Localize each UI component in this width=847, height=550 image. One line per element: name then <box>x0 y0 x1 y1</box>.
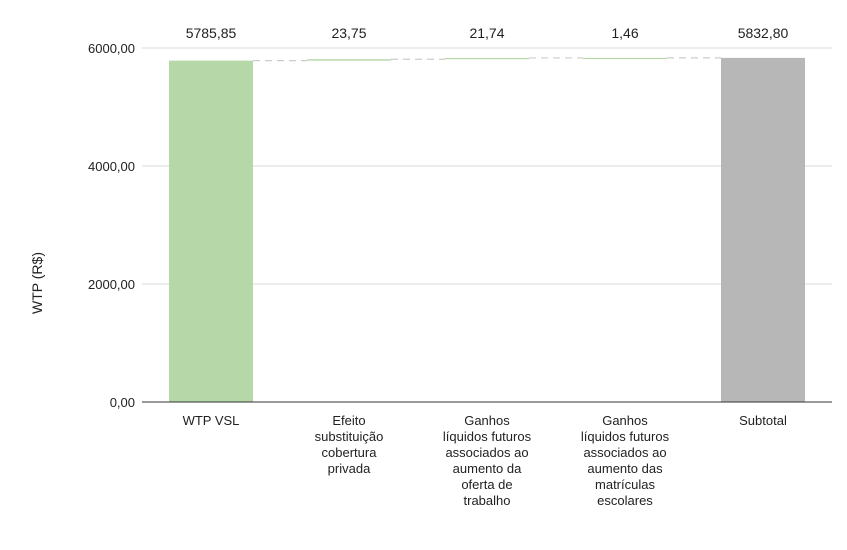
category-label: Subtotal <box>739 413 787 428</box>
category-label-line: WTP VSL <box>183 413 240 428</box>
label-layer: 5785,85 WTP VSL 23,75 Efeito substituição cob… <box>183 25 789 508</box>
y-tick-label: 4000,00 <box>88 159 135 174</box>
bar <box>445 57 529 60</box>
value-label: 5832,80 <box>738 25 789 41</box>
category-label-line: Subtotal <box>739 413 787 428</box>
value-label: 21,74 <box>469 25 504 41</box>
axis-layer: 0,00 2000,00 4000,00 6000,00 <box>88 41 832 410</box>
category-label-line: aumento da <box>453 461 522 476</box>
y-tick-label: 6000,00 <box>88 41 135 56</box>
y-axis-title: WTP (R$) <box>29 252 45 314</box>
category-label-line: líquidos futuros <box>443 429 532 444</box>
y-tick-label: 2000,00 <box>88 277 135 292</box>
category-label-line: associados ao <box>583 445 666 460</box>
category-label-line: aumento das <box>587 461 663 476</box>
bar <box>721 57 805 402</box>
category-label: WTP VSL <box>183 413 240 428</box>
bar <box>583 57 667 60</box>
category-label-line: associados ao <box>445 445 528 460</box>
value-label: 23,75 <box>331 25 366 41</box>
bar <box>169 60 253 402</box>
category-label-line: Efeito <box>332 413 365 428</box>
category-label: Ganhos líquidos futuros associados ao aumen… <box>581 413 670 508</box>
category-label-line: privada <box>328 461 371 476</box>
category-label-line: substituição <box>315 429 384 444</box>
category-label-line: líquidos futuros <box>581 429 670 444</box>
connector-layer <box>253 57 721 62</box>
category-label-line: Ganhos <box>602 413 648 428</box>
category-label-line: matrículas <box>595 477 655 492</box>
category-label-line: Ganhos <box>464 413 510 428</box>
value-label: 1,46 <box>611 25 638 41</box>
grid-layer <box>142 47 832 285</box>
value-label: 5785,85 <box>186 25 237 41</box>
category-label-line: escolares <box>597 493 653 508</box>
category-label-line: oferta de <box>461 477 512 492</box>
category-label-line: cobertura <box>322 445 378 460</box>
category-label: Ganhos líquidos futuros associados ao aumen… <box>443 413 532 508</box>
y-tick-label: 0,00 <box>110 395 135 410</box>
bar-layer <box>169 57 805 402</box>
category-label: Efeito substituição cobertura privada <box>315 413 384 476</box>
bar <box>307 59 391 61</box>
category-label-line: trabalho <box>464 493 511 508</box>
